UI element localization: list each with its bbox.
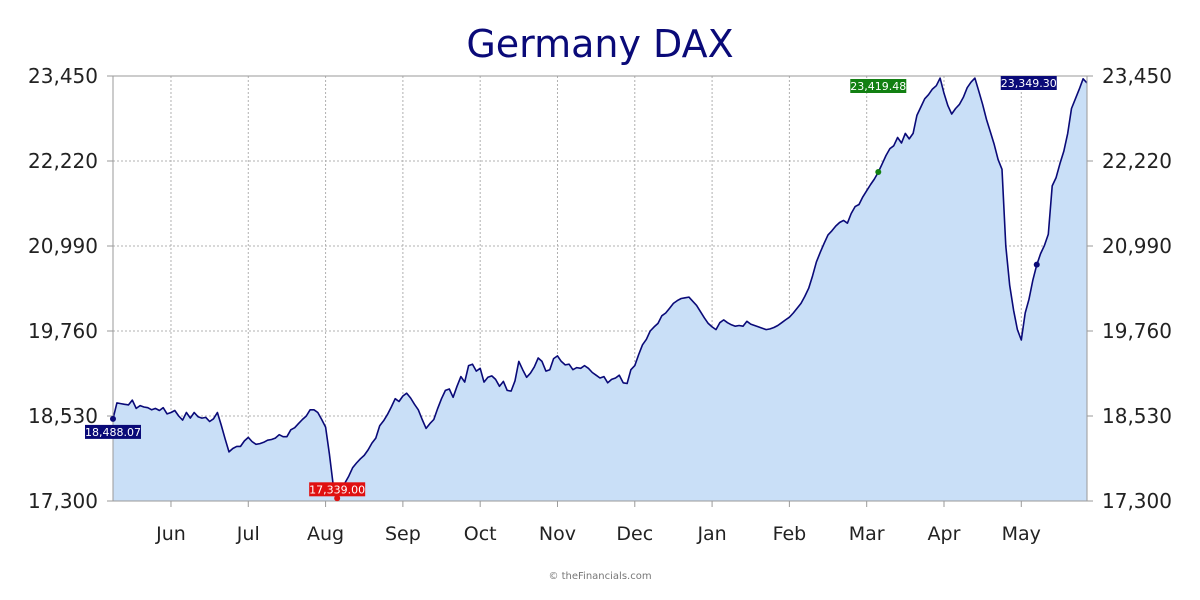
y-tick-label-right: 17,300 xyxy=(1102,489,1172,513)
y-tick-label-right: 23,450 xyxy=(1102,64,1172,88)
chart-title: Germany DAX xyxy=(466,22,733,66)
x-tick-label: Jul xyxy=(236,523,260,545)
price-area-fill xyxy=(113,78,1087,501)
y-tick-label-right: 22,220 xyxy=(1102,149,1172,173)
price-marker xyxy=(334,495,341,502)
x-tick-label: Mar xyxy=(849,523,885,545)
x-tick-label: Nov xyxy=(539,523,576,545)
price-line xyxy=(112,77,1088,500)
price-marker xyxy=(110,415,116,422)
x-tick-label: Feb xyxy=(773,523,807,545)
x-tick-label: Dec xyxy=(616,523,653,545)
plot-frame xyxy=(112,75,1088,502)
price-annotations: 18,488.07 17,339.00 23,419.48 23,349.30 xyxy=(85,76,1057,502)
y-tick-label-left: 22,220 xyxy=(28,149,98,173)
price-marker xyxy=(875,169,882,176)
x-axis-ticks: Jun Jul Aug Sep Oct Nov Dec Jan Feb Mar Apr May xyxy=(155,501,1041,545)
price-tag-start: 18,488.07 xyxy=(85,415,141,439)
y-tick-label-right: 19,760 xyxy=(1102,319,1172,343)
price-tag-end: 23,349.30 xyxy=(1000,76,1057,268)
x-tick-label: Aug xyxy=(307,523,344,545)
price-tag-label: 23,419.48 xyxy=(850,80,906,93)
y-tick-label-left: 23,450 xyxy=(28,64,98,88)
y-tick-label-left: 18,530 xyxy=(28,404,98,428)
x-tick-label: Jun xyxy=(155,523,186,545)
price-tag-box xyxy=(1000,76,1057,90)
y-tick-label-left: 17,300 xyxy=(28,489,98,513)
price-tag-box xyxy=(85,424,141,439)
y-tick-label-right: 20,990 xyxy=(1102,234,1172,258)
price-tag-label: 23,349.30 xyxy=(1001,77,1057,90)
y-tick-label-right: 18,530 xyxy=(1102,404,1172,428)
price-tag-box xyxy=(309,482,366,497)
price-tag-label: 18,488.07 xyxy=(85,426,141,439)
price-tag-high: 23,419.48 xyxy=(850,79,907,176)
price-tag-label: 17,339.00 xyxy=(309,483,365,496)
y-axis-ticks: 17,300 17,300 18,530 18,530 19,760 19,760 20,9… xyxy=(28,64,1172,513)
x-tick-label: Oct xyxy=(464,523,497,545)
y-tick-label-left: 20,990 xyxy=(28,234,98,258)
x-tick-label: Apr xyxy=(928,523,961,545)
price-marker xyxy=(1033,261,1040,268)
chart-credit: © theFinancials.com xyxy=(548,571,651,582)
y-tick-label-left: 19,760 xyxy=(28,319,98,343)
x-tick-label: Sep xyxy=(385,523,421,545)
x-tick-label: May xyxy=(1002,523,1041,545)
price-tag-box xyxy=(850,79,907,93)
price-tag-low: 17,339.00 xyxy=(309,482,366,502)
x-tick-label: Jan xyxy=(696,523,726,545)
